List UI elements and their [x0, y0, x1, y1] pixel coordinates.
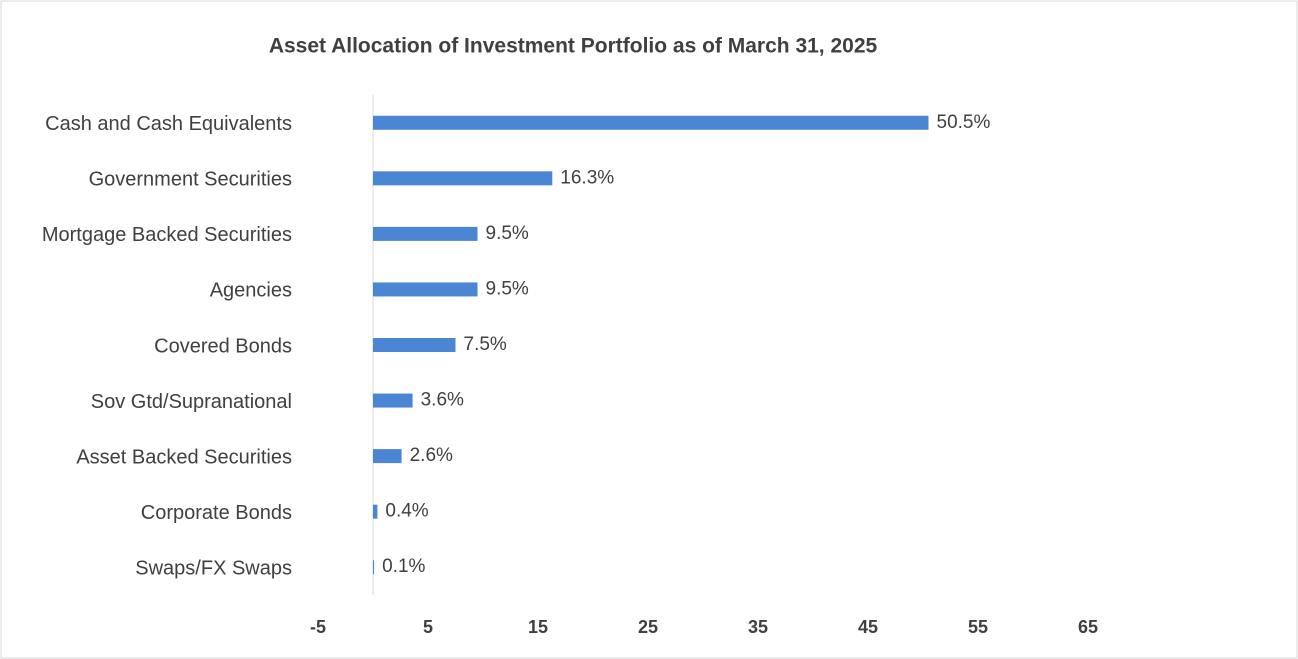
bar	[373, 282, 478, 297]
bar	[373, 560, 375, 575]
data-label: 0.1%	[382, 556, 425, 577]
data-label: 7.5%	[464, 334, 507, 355]
x-tick-label: 45	[858, 617, 878, 637]
y-tick-label: Government Securities	[89, 169, 292, 191]
y-tick-label: Corporate Bonds	[141, 502, 292, 524]
data-label: 3.6%	[421, 390, 464, 411]
x-tick-label: 65	[1078, 617, 1098, 637]
data-label: 2.6%	[410, 445, 453, 466]
bar	[373, 171, 553, 186]
y-tick-label: Mortgage Backed Securities	[42, 224, 292, 246]
y-tick-label: Sov Gtd/Supranational	[91, 391, 292, 413]
data-label: 50.5%	[937, 112, 991, 133]
x-tick-label: 35	[748, 617, 768, 637]
y-tick-label: Covered Bonds	[154, 335, 292, 357]
y-tick-label: Asset Backed Securities	[76, 446, 292, 468]
chart-title: Asset Allocation of Investment Portfolio…	[269, 35, 878, 58]
data-label: 16.3%	[560, 167, 614, 188]
bar	[373, 449, 402, 464]
bar	[373, 504, 378, 519]
data-label: 9.5%	[486, 223, 529, 244]
x-tick-label: 5	[423, 617, 433, 637]
x-tick-label: -5	[310, 617, 326, 637]
bar	[373, 115, 929, 130]
x-tick-label: 25	[638, 617, 658, 637]
x-tick-label: 15	[528, 617, 548, 637]
y-tick-label: Cash and Cash Equivalents	[45, 113, 292, 135]
data-label: 0.4%	[385, 501, 428, 522]
bar	[373, 338, 456, 352]
bar	[373, 393, 413, 408]
bar	[373, 226, 478, 241]
y-tick-label: Agencies	[210, 280, 292, 302]
y-tick-label: Swaps/FX Swaps	[135, 558, 292, 580]
x-tick-label: 55	[968, 617, 988, 637]
data-label: 9.5%	[486, 278, 529, 299]
